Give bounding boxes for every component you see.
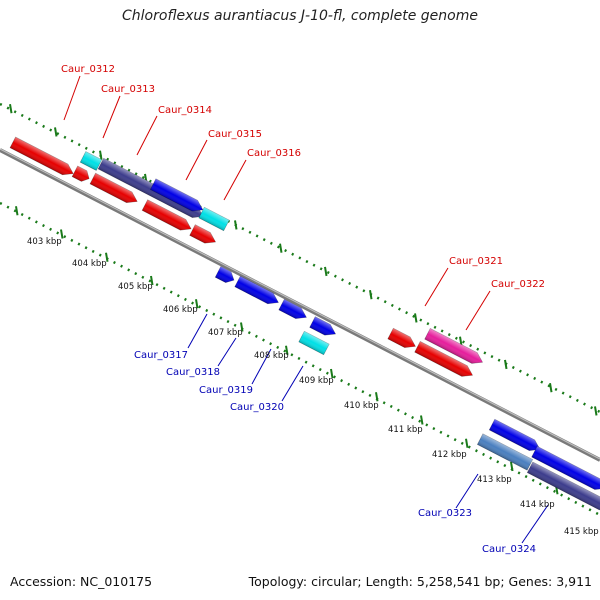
major-tick <box>240 322 244 332</box>
gene-label-caur-0323[interactable]: Caur_0323 <box>418 508 472 519</box>
kbp-label-408: 408 kbp <box>254 351 289 361</box>
kbp-label-404: 404 kbp <box>72 259 107 269</box>
major-tick <box>9 104 13 114</box>
accession-text: Accession: NC_010175 <box>10 574 153 589</box>
kbp-label-407: 407 kbp <box>208 328 243 338</box>
gene-label-caur-0320[interactable]: Caur_0320 <box>230 402 284 413</box>
gene-caur-0321-arrow[interactable] <box>387 327 418 352</box>
kbp-label-406: 406 kbp <box>163 305 198 315</box>
gene-layer <box>9 136 600 511</box>
leader-line <box>185 139 208 181</box>
gene-label-caur-0321[interactable]: Caur_0321 <box>449 256 503 267</box>
major-tick <box>594 406 598 416</box>
gene-caur-0312b-arrow[interactable] <box>71 165 92 184</box>
leader-line <box>251 348 272 385</box>
leader-lines <box>63 75 549 544</box>
leader-line <box>63 75 81 121</box>
gene-label-caur-0318[interactable]: Caur_0318 <box>166 367 220 378</box>
gene-caur-0315b-arrow[interactable] <box>189 224 219 248</box>
major-tick <box>549 383 553 393</box>
leader-line <box>136 115 158 156</box>
leader-line <box>281 365 304 402</box>
major-tick <box>195 299 199 309</box>
gene-label-caur-0313[interactable]: Caur_0313 <box>101 84 155 95</box>
tick-row-lower <box>0 201 600 517</box>
gene-label-caur-0314[interactable]: Caur_0314 <box>158 105 212 116</box>
major-tick <box>504 359 508 370</box>
gene-label-caur-0315[interactable]: Caur_0315 <box>208 129 262 140</box>
major-tick <box>285 345 289 355</box>
kbp-label-412: 412 kbp <box>432 450 467 460</box>
gene-label-caur-0316[interactable]: Caur_0316 <box>247 148 301 159</box>
kbp-label-403: 403 kbp <box>27 237 62 247</box>
leader-line <box>521 504 549 544</box>
leader-line <box>424 267 449 307</box>
genome-title: Chloroflexus aurantiacus J-10-fl, comple… <box>122 8 478 24</box>
major-tick <box>465 438 469 448</box>
genome-backbone <box>0 148 600 462</box>
leader-line <box>187 313 208 349</box>
major-tick <box>99 150 103 160</box>
major-tick <box>105 252 109 262</box>
leader-line <box>223 159 247 201</box>
genome-backbone-highlight <box>0 148 600 460</box>
major-tick <box>234 220 238 230</box>
kbp-label-405: 405 kbp <box>118 282 153 292</box>
leader-line <box>102 95 121 139</box>
major-tick <box>15 206 19 216</box>
kbp-label-411: 411 kbp <box>388 425 423 435</box>
kbp-label-409: 409 kbp <box>299 376 334 386</box>
major-tick <box>54 127 58 137</box>
gene-label-caur-0324[interactable]: Caur_0324 <box>482 544 536 555</box>
leader-line <box>465 290 491 331</box>
kbp-label-410: 410 kbp <box>344 401 379 411</box>
major-tick <box>330 368 334 379</box>
gene-label-caur-0322[interactable]: Caur_0322 <box>491 279 545 290</box>
major-tick <box>150 275 154 286</box>
gene-label-caur-0319[interactable]: Caur_0319 <box>199 385 253 396</box>
kbp-label-415: 415 kbp <box>564 527 599 537</box>
major-tick <box>279 243 283 253</box>
gene-caur-0316-arrow[interactable] <box>198 206 230 232</box>
gene-label-caur-0317[interactable]: Caur_0317 <box>134 350 188 361</box>
leader-line <box>455 473 479 509</box>
kbp-label-414: 414 kbp <box>520 500 555 510</box>
kbp-label-413: 413 kbp <box>477 475 512 485</box>
major-tick <box>420 415 424 425</box>
genome-summary-text: Topology: circular; Length: 5,258,541 bp… <box>248 574 592 589</box>
major-tick <box>375 392 379 402</box>
major-tick <box>414 313 418 323</box>
gene-label-caur-0312[interactable]: Caur_0312 <box>61 64 115 75</box>
major-tick <box>60 229 64 239</box>
leader-line <box>217 337 237 367</box>
major-tick <box>369 290 373 300</box>
major-tick <box>324 266 328 277</box>
